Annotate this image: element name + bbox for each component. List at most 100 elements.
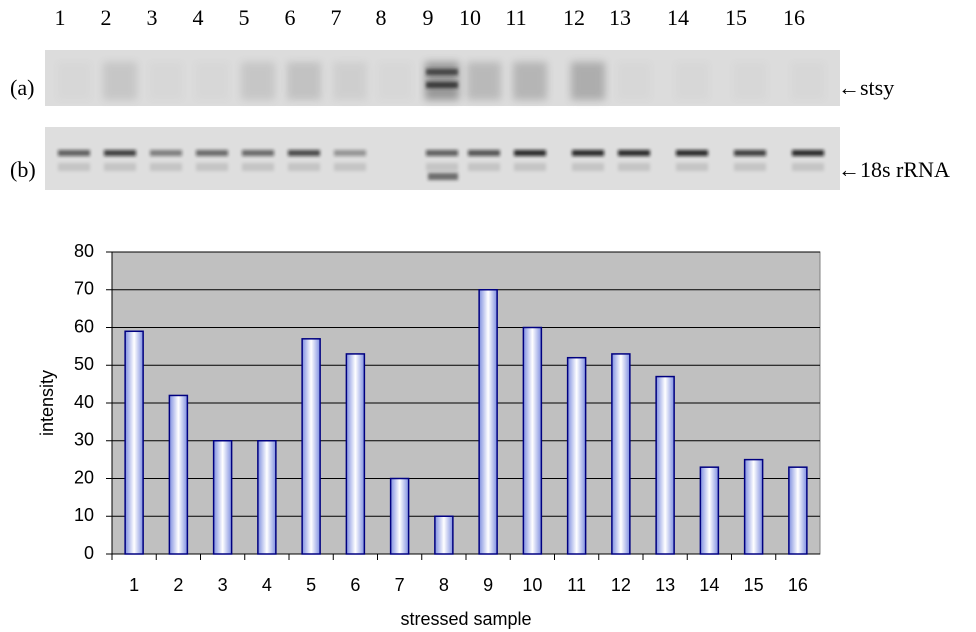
bar: [258, 441, 276, 554]
gel-smear: [513, 62, 547, 100]
bar: [125, 331, 143, 554]
x-axis-title: stressed sample: [400, 609, 531, 629]
x-tick-label: 1: [129, 575, 139, 595]
x-tick-label: 3: [218, 575, 228, 595]
y-axis-title: intensity: [37, 370, 57, 436]
lane-label: 13: [609, 5, 631, 30]
gel-band: [150, 163, 182, 171]
band-marker: ←stsy: [838, 75, 894, 100]
lane-label: 6: [285, 5, 296, 30]
bar: [612, 354, 630, 554]
x-tick-label: 12: [611, 575, 631, 595]
gel-smear: [57, 62, 91, 100]
gel-band: [288, 150, 320, 156]
gel-smear: [617, 62, 651, 100]
gel-band: [468, 150, 500, 156]
gel-band: [242, 150, 274, 156]
gel-band: [792, 163, 824, 171]
gel-band: [288, 163, 320, 171]
gel-smear: [378, 62, 412, 100]
gel-band: [334, 163, 366, 171]
x-tick-label: 4: [262, 575, 272, 595]
bar: [789, 467, 807, 554]
bar: [656, 377, 674, 554]
gel-band: [104, 150, 136, 156]
gel-band: [242, 163, 274, 171]
gel-smear: [287, 62, 321, 100]
gel-band: [58, 163, 90, 171]
y-tick-label: 40: [74, 392, 94, 412]
lane-label: 12: [563, 5, 585, 30]
lane-label: 11: [505, 5, 526, 30]
x-tick-label: 7: [395, 575, 405, 595]
y-tick-label: 30: [74, 430, 94, 450]
lane-label: 8: [376, 5, 387, 30]
gel-band: [58, 150, 90, 156]
y-tick-label: 70: [74, 279, 94, 299]
lane-label: 14: [667, 5, 689, 30]
lane-label: 15: [725, 5, 747, 30]
lane-label: 10: [459, 5, 481, 30]
bar: [523, 328, 541, 555]
gel-smear: [675, 62, 709, 100]
x-tick-label: 16: [788, 575, 808, 595]
gel-smear: [241, 62, 275, 100]
gel-band: [618, 150, 650, 156]
gel-band: [792, 150, 824, 156]
gel-band: [428, 173, 458, 180]
gel-band: [426, 82, 458, 88]
x-tick-label: 15: [744, 575, 764, 595]
bar: [435, 516, 453, 554]
y-tick-label: 50: [74, 354, 94, 374]
x-tick-label: 6: [350, 575, 360, 595]
gel-band: [618, 163, 650, 171]
figure: 0102030405060708012345678910111213141516…: [0, 0, 976, 632]
gel-band: [426, 163, 458, 171]
bar: [745, 460, 763, 554]
gel-smear: [467, 62, 501, 100]
gel-band: [734, 150, 766, 156]
gel-band: [150, 150, 182, 156]
gel-band: [734, 163, 766, 171]
lane-label: 4: [193, 5, 204, 30]
x-tick-label: 14: [699, 575, 719, 595]
gel-band: [196, 163, 228, 171]
y-tick-label: 10: [74, 505, 94, 525]
y-tick-label: 0: [84, 543, 94, 563]
x-tick-label: 8: [439, 575, 449, 595]
gel-smear: [195, 62, 229, 100]
bar: [391, 479, 409, 555]
bar: [700, 467, 718, 554]
bar: [169, 395, 187, 554]
gel-smear: [571, 62, 605, 100]
x-tick-label: 11: [567, 575, 586, 595]
gel-band: [514, 163, 546, 171]
y-tick-label: 20: [74, 467, 94, 487]
gel-smear: [733, 62, 767, 100]
panel-label: (b): [10, 157, 36, 182]
bar: [214, 441, 232, 554]
y-tick-label: 60: [74, 316, 94, 336]
gel-band: [104, 163, 136, 171]
panel-label: (a): [10, 75, 34, 100]
gel-smear: [103, 62, 137, 100]
gel-smear: [791, 62, 825, 100]
bar: [568, 358, 586, 554]
gel-smear: [149, 62, 183, 100]
x-tick-label: 2: [173, 575, 183, 595]
x-tick-label: 13: [655, 575, 675, 595]
lane-label: 1: [55, 5, 66, 30]
x-tick-label: 9: [483, 575, 493, 595]
gel-band: [196, 150, 228, 156]
gel-smear: [425, 62, 459, 100]
gel-band: [572, 163, 604, 171]
lane-label: 9: [423, 5, 434, 30]
lane-label: 16: [783, 5, 805, 30]
gel-smear: [333, 62, 367, 100]
gel-band: [426, 150, 458, 156]
lane-label: 7: [331, 5, 342, 30]
bar: [346, 354, 364, 554]
x-tick-label: 10: [522, 575, 542, 595]
gel-band: [676, 163, 708, 171]
